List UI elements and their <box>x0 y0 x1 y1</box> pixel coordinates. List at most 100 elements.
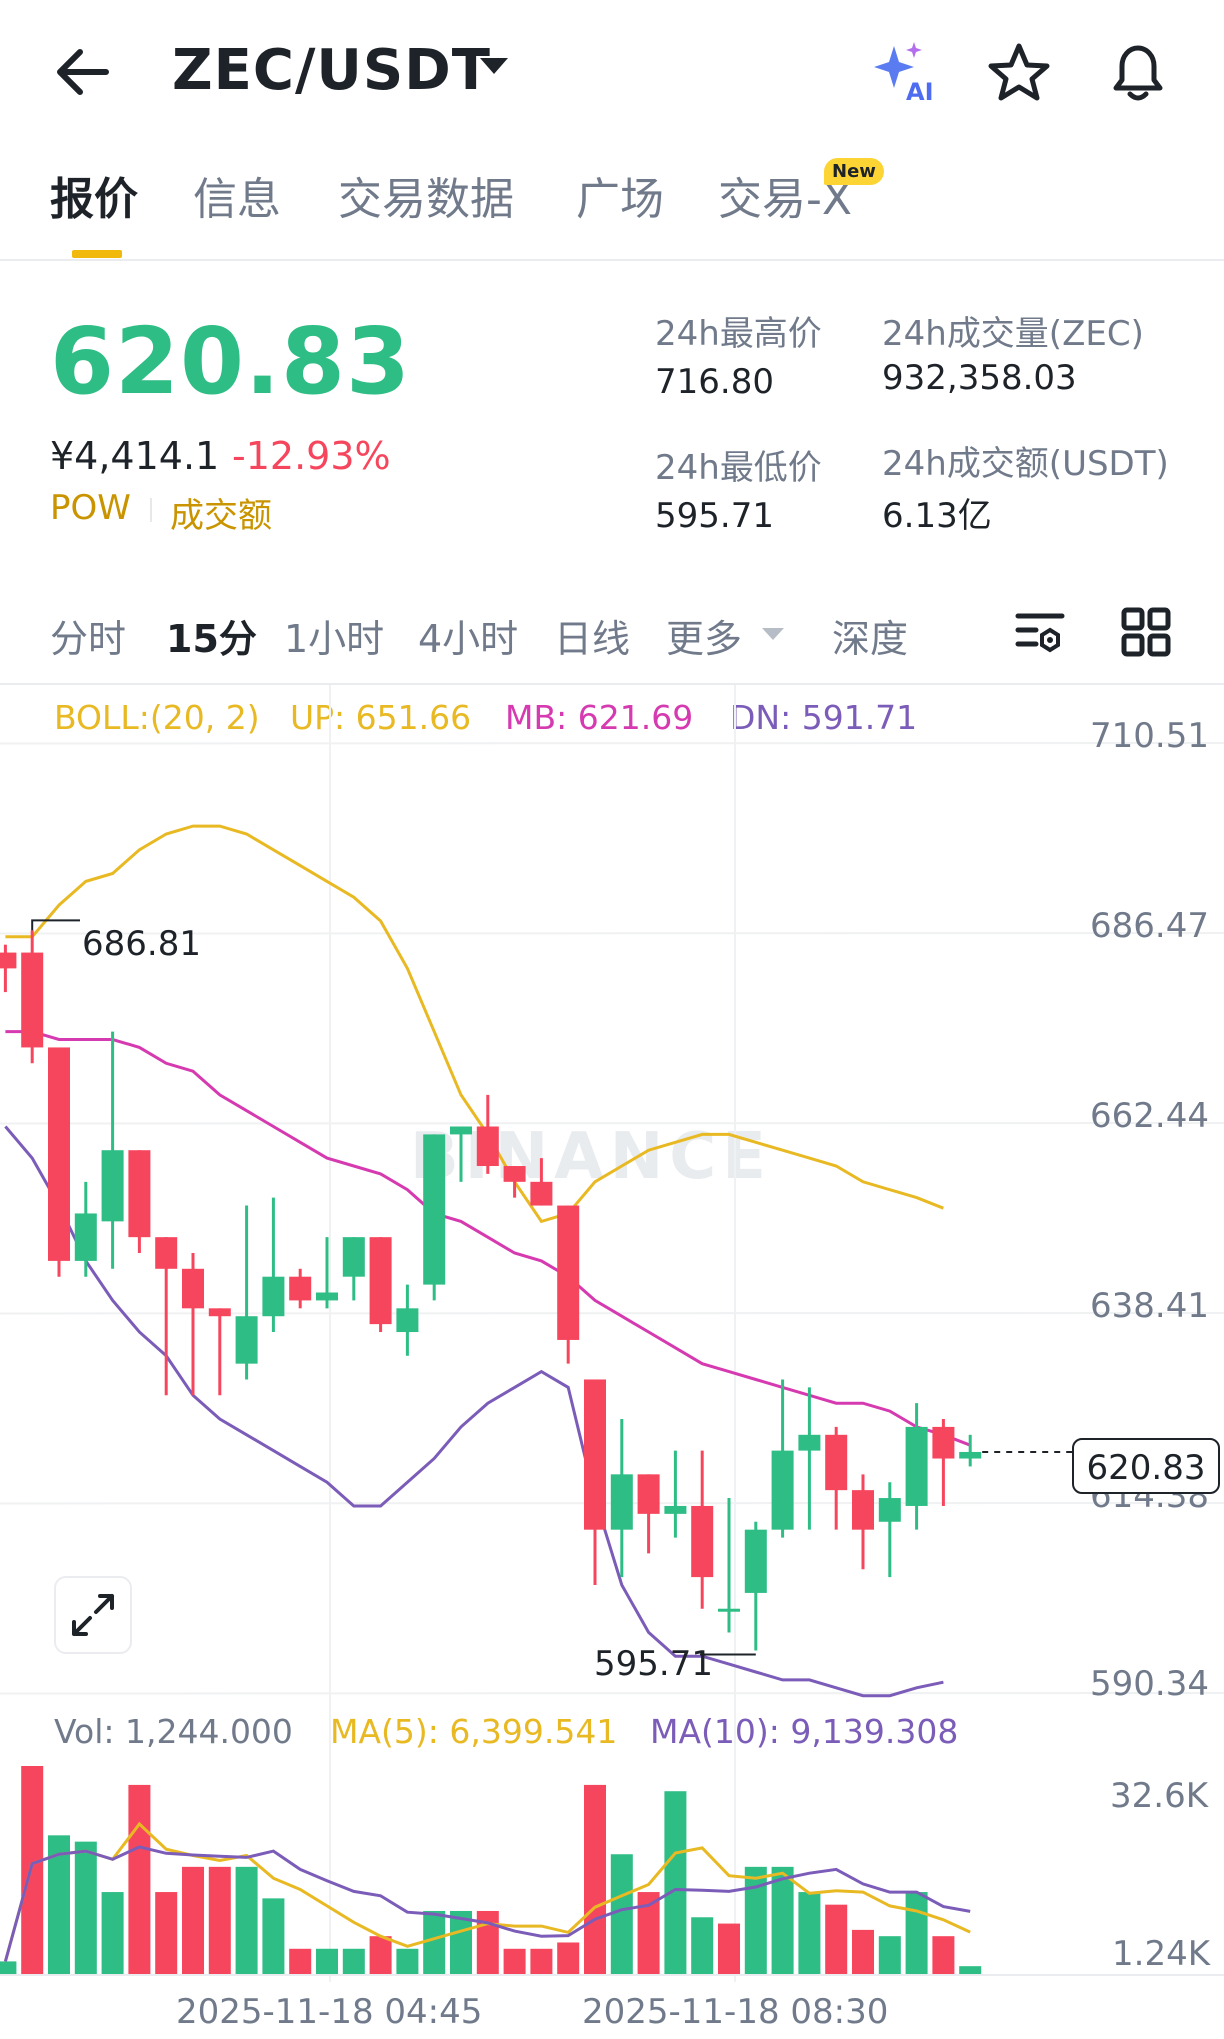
price-change-percent: -12.93% <box>232 434 391 478</box>
candle-body <box>959 1451 982 1459</box>
interval-1d[interactable]: 日线 <box>554 617 631 661</box>
bell-icon[interactable] <box>1102 36 1174 106</box>
volume-bar <box>235 1866 258 1974</box>
grid-line <box>0 1122 1224 1125</box>
ai-sparkle-icon[interactable]: AI <box>868 38 942 104</box>
ai-label: AI <box>906 78 934 104</box>
candle-body <box>584 1379 606 1530</box>
tag-separator <box>150 498 152 522</box>
tab-quote[interactable]: 报价 <box>50 174 138 225</box>
divider <box>0 259 1224 261</box>
boll-mb-line <box>5 1030 971 1447</box>
volume-bar <box>959 1966 982 1974</box>
volume-bar <box>503 1948 526 1974</box>
high-label: 24h最高价 <box>655 314 822 354</box>
tag-pow[interactable]: POW <box>50 488 131 528</box>
boll-up-line <box>5 824 944 1224</box>
candle-body <box>610 1474 633 1530</box>
grid-line <box>0 1311 1224 1315</box>
max-marker-line <box>31 919 80 931</box>
volume-bar <box>0 1961 17 1974</box>
tab-trading-data[interactable]: 交易数据 <box>338 174 514 225</box>
price-tick: 590.34 <box>1090 1664 1209 1704</box>
volume-bar <box>342 1948 365 1974</box>
volume-bar <box>262 1898 285 1974</box>
boll-params: BOLL:(20, 2) <box>54 698 260 737</box>
volume-bar <box>450 1910 472 1974</box>
candle-body <box>450 1126 472 1135</box>
layout-grid-icon[interactable] <box>1118 604 1174 660</box>
interval-time-share[interactable]: 分时 <box>50 617 127 661</box>
interval-more[interactable]: 更多 <box>666 617 743 661</box>
tab-square[interactable]: 广场 <box>576 174 664 225</box>
volume-bar <box>932 1936 955 1974</box>
volume-bar <box>48 1835 70 1974</box>
boll-dn-line <box>4 1125 944 1698</box>
current-price-label: 620.83 <box>1072 1438 1220 1494</box>
candle-body <box>744 1529 767 1593</box>
price-cny: ¥4,414.1 <box>50 434 220 478</box>
candle-body <box>48 1047 70 1261</box>
grid-line <box>0 742 1224 745</box>
boll-up: UP: 651.66 <box>290 698 472 737</box>
volume-bar <box>664 1791 687 1974</box>
top-bar: ZEC/USDT AI <box>0 0 1224 140</box>
volume-bar <box>396 1948 419 1974</box>
tab-info[interactable]: 信息 <box>193 174 281 225</box>
candle-body <box>423 1134 446 1285</box>
more-caret-down-icon[interactable] <box>762 628 784 640</box>
chart-settings-icon[interactable] <box>1012 604 1068 660</box>
tag-turnover[interactable]: 成交额 <box>170 496 272 536</box>
caret-down-icon[interactable] <box>480 58 508 74</box>
candlestick-chart[interactable] <box>0 685 1224 1702</box>
volume-chart <box>0 1702 1224 1982</box>
grid-line <box>0 932 1224 935</box>
volume-bar <box>744 1866 767 1974</box>
interval-15m[interactable]: 15分 <box>166 617 257 661</box>
candle-body <box>878 1498 901 1522</box>
min-price-marker: 595.71 <box>594 1644 713 1684</box>
volume-bar <box>878 1936 901 1974</box>
time-tick: 2025-11-18 08:30 <box>582 1992 889 2032</box>
candle-body <box>932 1426 955 1459</box>
time-tick: 2025-11-18 04:45 <box>176 1992 483 2032</box>
candle-body <box>182 1268 204 1309</box>
price-tick: 662.44 <box>1090 1096 1209 1136</box>
volume-bar <box>584 1784 606 1974</box>
volume-bar <box>289 1948 312 1974</box>
volume-bar <box>182 1866 204 1974</box>
volume-bar <box>101 1892 124 1974</box>
boll-dn: DN: 591.71 <box>730 698 918 737</box>
interval-1h[interactable]: 1小时 <box>284 617 385 661</box>
volume-bar <box>852 1929 874 1974</box>
volume-bar <box>155 1892 178 1974</box>
candle-body <box>825 1434 848 1491</box>
candle-body <box>905 1426 928 1506</box>
interval-4h[interactable]: 4小时 <box>418 617 519 661</box>
last-price: 620.83 <box>50 308 412 415</box>
back-arrow-icon[interactable] <box>50 40 120 104</box>
star-icon[interactable] <box>984 40 1054 104</box>
volume-bar <box>825 1904 848 1974</box>
candle-body <box>289 1276 312 1301</box>
active-tab-indicator <box>72 250 122 258</box>
candle-body <box>128 1150 151 1238</box>
volume-bar <box>74 1841 97 1974</box>
volume-ma10: MA(10): 9,139.308 <box>650 1712 959 1751</box>
candle-body <box>637 1474 660 1514</box>
volume-value: 932,358.03 <box>882 358 1077 398</box>
trading-pair-title[interactable]: ZEC/USDT <box>172 38 491 103</box>
candle-body <box>718 1608 740 1612</box>
divider <box>0 683 1224 685</box>
max-price-marker: 686.81 <box>82 924 201 964</box>
candle-body <box>262 1276 285 1317</box>
low-value: 595.71 <box>655 496 774 536</box>
candle-body <box>21 952 44 1048</box>
boll-mb: MB: 621.69 <box>505 698 694 737</box>
candle-body <box>503 1166 526 1182</box>
candle-body <box>0 952 17 969</box>
expand-chart-icon[interactable] <box>54 1576 132 1654</box>
amount-value: 6.13亿 <box>882 496 992 536</box>
candle-body <box>664 1505 687 1514</box>
depth-tab[interactable]: 深度 <box>832 617 909 661</box>
